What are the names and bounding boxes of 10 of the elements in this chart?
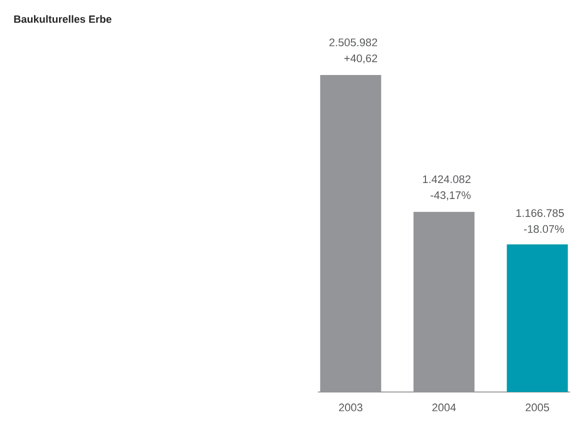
data-label: 1.424.082	[423, 175, 470, 184]
annotation: -43,17%	[430, 191, 471, 200]
data-label: 2.505.982	[329, 38, 378, 46]
x-tick-label: 2003	[339, 404, 362, 412]
data-label: 1.166.785	[516, 209, 564, 217]
x-tick-label: 2004	[432, 404, 456, 412]
annotation: +40,62	[344, 54, 378, 64]
annotation: -18.07%	[524, 225, 564, 233]
x-tick-label: 2005	[526, 404, 550, 412]
text: Baukulturelles Erbe	[14, 15, 112, 23]
